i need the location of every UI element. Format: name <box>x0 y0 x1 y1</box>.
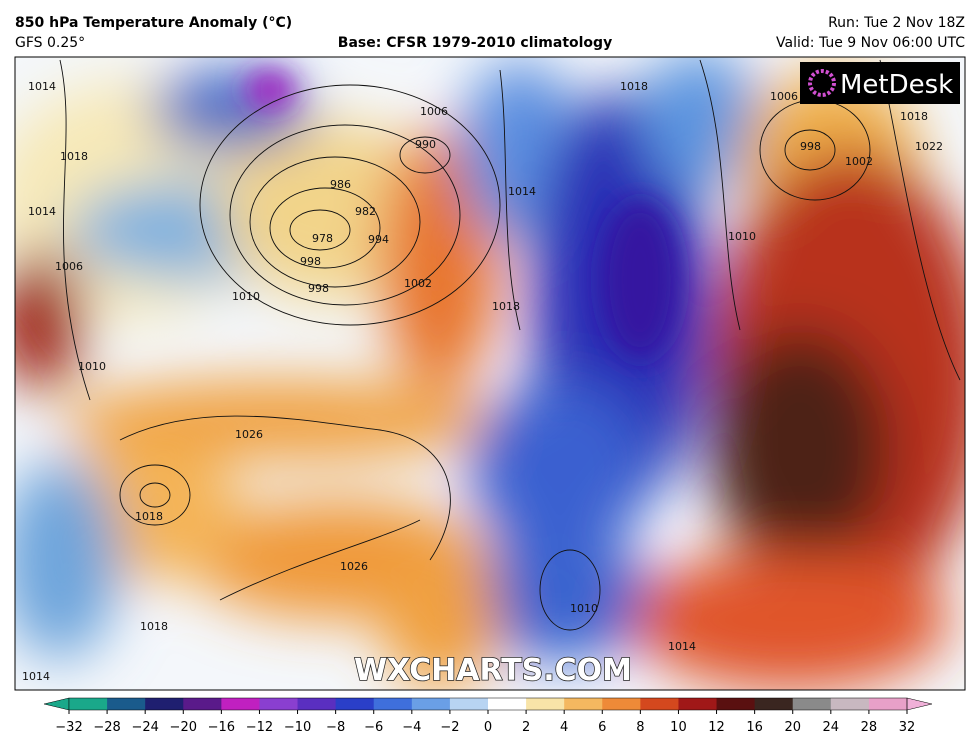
isobar-label: 982 <box>355 205 376 218</box>
isobar-label: 1006 <box>420 105 448 118</box>
isobar-label: 1006 <box>770 90 798 103</box>
colorbar-segment <box>297 698 337 710</box>
colorbar-tick-label: −24 <box>131 720 158 735</box>
colorbar-segment <box>716 698 756 710</box>
isobar-label: 978 <box>312 232 333 245</box>
isobar-label: 986 <box>330 178 351 191</box>
colorbar-segment <box>526 698 565 710</box>
model: GFS 0.25° <box>15 35 85 51</box>
colorbar-tick-label: −2 <box>440 720 459 735</box>
colorbar-segment <box>107 698 146 710</box>
colorbar-tick-label: 10 <box>670 720 687 735</box>
isobar-label: 1026 <box>340 560 368 573</box>
base: Base: CFSR 1979-2010 climatology <box>338 35 612 51</box>
colorbar-segment <box>411 698 451 710</box>
isobar-label: 1014 <box>28 205 56 218</box>
logo: MetDesk <box>840 70 953 100</box>
colorbar-segment <box>792 698 832 710</box>
isobar-label: 1014 <box>22 670 50 683</box>
title: 850 hPa Temperature Anomaly (°C) <box>15 15 292 31</box>
colorbar-tick-label: 16 <box>746 720 763 735</box>
colorbar-tick-label: 0 <box>484 720 492 735</box>
isobar-label: 1018 <box>60 150 88 163</box>
colorbar-tick-label: −6 <box>364 720 383 735</box>
isobar-label: 1018 <box>900 110 928 123</box>
colorbar-segment <box>678 698 718 710</box>
colorbar-segment <box>830 698 870 710</box>
isobar-label: 1010 <box>728 230 756 243</box>
colorbar-segment <box>449 698 489 710</box>
isobar-label: 1006 <box>55 260 83 273</box>
colorbar-tick-label: 24 <box>823 720 840 735</box>
colorbar-end <box>43 697 70 711</box>
colorbar-tick-label: 28 <box>861 720 878 735</box>
colorbar-segment <box>221 698 260 710</box>
isobar-label: 994 <box>368 233 389 246</box>
isobar-label: 1026 <box>235 428 263 441</box>
isobar-label: 1018 <box>135 510 163 523</box>
colorbar-tick-label: −10 <box>284 720 311 735</box>
colorbar-segment <box>335 698 375 710</box>
colorbar-tick-label: 2 <box>522 720 530 735</box>
isobar-label: 998 <box>800 140 821 153</box>
colorbar-tick-label: −4 <box>402 720 421 735</box>
colorbar-tick-label: −32 <box>55 720 82 735</box>
colorbar-tick-label: 32 <box>899 720 916 735</box>
logo-box <box>800 62 960 104</box>
map-frame <box>14 56 966 691</box>
colorbar-tick-label: 6 <box>598 720 606 735</box>
isobar-label: 990 <box>415 138 436 151</box>
colorbar-tick-label: −12 <box>246 720 273 735</box>
map: 1014 1018 1014 1006 1010 1006 990 986 982 978 998 9… <box>15 57 965 690</box>
valid-time: Valid: Tue 9 Nov 06:00 UTC <box>776 35 965 51</box>
isobar-label: 1018 <box>140 620 168 633</box>
logo-icon <box>808 69 836 97</box>
colorbar-tick-label: 8 <box>636 720 644 735</box>
isobar-label: 1022 <box>915 140 943 153</box>
colorbar-segment <box>640 698 679 710</box>
colorbar-tick-label: 20 <box>784 720 801 735</box>
isobar-label: 1018 <box>492 300 520 313</box>
colorbar-segment <box>183 698 222 710</box>
colorbar-tick-label: −16 <box>208 720 235 735</box>
isobar-label: 1010 <box>232 290 260 303</box>
isobar-label: 1014 <box>508 185 536 198</box>
colorbar-segment <box>564 698 603 710</box>
colorbar-tick-label: −8 <box>326 720 345 735</box>
run: Run: Tue 2 Nov 18Z <box>828 15 965 31</box>
isobars <box>59 59 961 631</box>
isobar-labels: 1014 1018 1014 1006 1010 1006 990 986 982 978 998 9… <box>22 80 943 683</box>
isobar-label: 1010 <box>570 602 598 615</box>
isobar-label: 1018 <box>620 80 648 93</box>
colorbar-tick-label: −20 <box>170 720 197 735</box>
colorbar-segment <box>69 698 108 710</box>
colorbar-tick-label: 12 <box>708 720 725 735</box>
colorbar-segment <box>373 698 413 710</box>
colorbar-tick-label: 4 <box>560 720 568 735</box>
colorbar-segment <box>754 698 794 710</box>
colorbar-segment <box>259 698 299 710</box>
isobar-label: 1010 <box>78 360 106 373</box>
colorbar-end <box>906 697 933 711</box>
isobar-label: 1014 <box>28 80 56 93</box>
isobar-label: 1014 <box>668 640 696 653</box>
isobar-label: 998 <box>300 255 321 268</box>
isobar-label: 998 <box>308 282 329 295</box>
colorbar-segment <box>145 698 184 710</box>
isobar-label: 1002 <box>404 277 432 290</box>
colorbar-tick-label: −28 <box>93 720 120 735</box>
colorbar-segment <box>488 698 527 710</box>
colorbar-segment <box>868 698 908 710</box>
watermark: WXCHARTS.COM <box>354 653 632 688</box>
isobar-label: 1002 <box>845 155 873 168</box>
colorbar: −32 −28 −24 −20 −16 −12 −10 −8 −6 −4 −2 0 2 4 6 8 10 12 16… <box>43 697 933 735</box>
colorbar-segment <box>602 698 641 710</box>
